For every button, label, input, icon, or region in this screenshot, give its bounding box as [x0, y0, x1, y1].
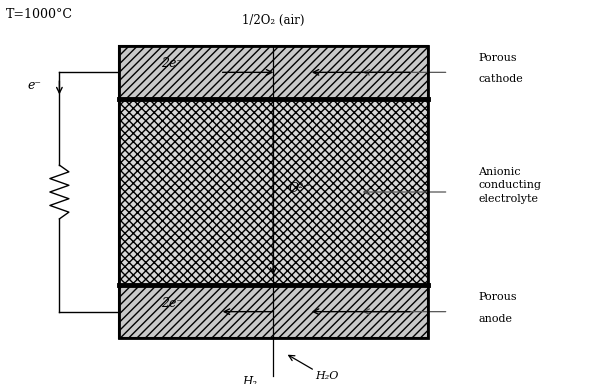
Bar — [119, 46, 428, 338]
Text: H₂: H₂ — [242, 376, 257, 384]
Text: conducting: conducting — [478, 180, 541, 190]
Bar — [119, 285, 428, 338]
Bar — [119, 99, 428, 285]
Text: O²⁻: O²⁻ — [288, 182, 310, 195]
Text: H₂O: H₂O — [315, 371, 338, 381]
Text: anode: anode — [478, 314, 512, 324]
Text: T=1000°C: T=1000°C — [6, 8, 73, 21]
Text: e⁻: e⁻ — [27, 79, 42, 92]
Text: electrolyte: electrolyte — [478, 194, 538, 204]
Text: Porous: Porous — [478, 53, 517, 63]
Text: 2e⁻: 2e⁻ — [161, 58, 184, 70]
Bar — [119, 46, 428, 99]
Text: cathode: cathode — [478, 74, 523, 84]
Text: 1/2O₂ (air): 1/2O₂ (air) — [242, 14, 305, 27]
Text: 2e⁻: 2e⁻ — [161, 297, 184, 310]
Text: Anionic: Anionic — [478, 167, 521, 177]
Text: Porous: Porous — [478, 292, 517, 302]
